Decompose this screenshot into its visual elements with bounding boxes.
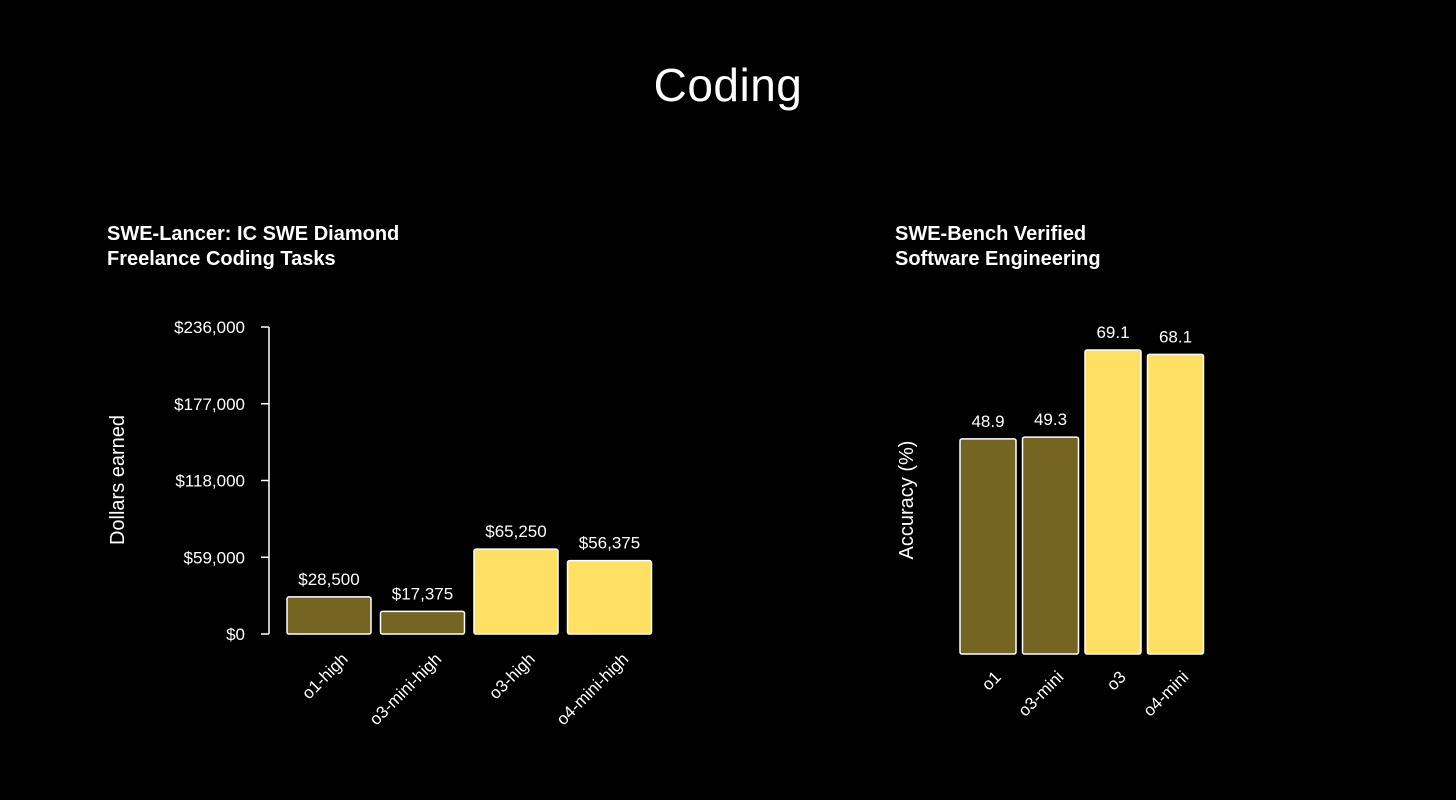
chart-title-swe-lancer: SWE-Lancer: IC SWE Diamond Freelance Cod…	[107, 222, 399, 272]
bar-o4-mini-high	[566, 559, 653, 635]
y-tick-label: $118,000	[175, 472, 245, 491]
y-tick-label: $236,000	[174, 318, 245, 337]
data-label: 69.1	[1096, 323, 1129, 342]
y-axis-label: Dollars earned	[107, 415, 129, 545]
chart-title-swe-bench: SWE-Bench Verified Software Engineering	[895, 222, 1101, 272]
x-tick-label: o1	[978, 667, 1005, 694]
bar-o1	[959, 438, 1017, 655]
bar-o4-mini	[1146, 353, 1205, 655]
chart-subtitle: Freelance Coding Tasks	[107, 248, 336, 270]
bar-o3	[1084, 349, 1142, 655]
y-tick-label: $59,000	[184, 548, 245, 567]
bar-o1-high	[286, 596, 372, 635]
y-tick-label: $177,000	[174, 395, 245, 414]
bar-o3-high	[473, 548, 559, 635]
chart-subtitle: Software Engineering	[895, 248, 1101, 270]
data-label: 68.1	[1159, 327, 1192, 346]
page-title: Coding	[653, 59, 803, 111]
x-tick-label: o4-mini	[1139, 667, 1192, 720]
data-label: $17,375	[392, 584, 453, 603]
y-axis-label: Accuracy (%)	[896, 441, 918, 560]
data-label: 48.9	[971, 412, 1004, 431]
x-tick-label: o3	[1103, 667, 1130, 694]
data-label: $56,375	[579, 534, 640, 553]
chart-title: SWE-Bench Verified	[895, 223, 1087, 245]
bar-o3-mini-high	[379, 610, 466, 635]
x-tick-label: o3-mini	[1014, 667, 1067, 720]
y-tick-label: $0	[226, 625, 245, 644]
bar-o3-mini	[1021, 436, 1080, 655]
data-label: $28,500	[298, 570, 359, 589]
data-label: $65,250	[485, 522, 546, 541]
data-label: 49.3	[1034, 410, 1067, 429]
chart-title: SWE-Lancer: IC SWE Diamond	[107, 223, 400, 245]
